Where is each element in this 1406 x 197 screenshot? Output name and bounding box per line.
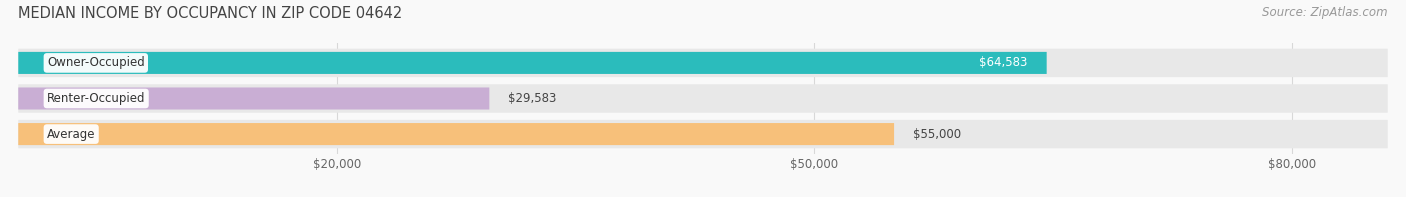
Text: Average: Average (46, 128, 96, 141)
Text: $29,583: $29,583 (509, 92, 557, 105)
Text: Renter-Occupied: Renter-Occupied (46, 92, 145, 105)
Text: $64,583: $64,583 (979, 56, 1028, 69)
Text: $55,000: $55,000 (912, 128, 962, 141)
Text: Owner-Occupied: Owner-Occupied (46, 56, 145, 69)
FancyBboxPatch shape (18, 49, 1388, 77)
Text: MEDIAN INCOME BY OCCUPANCY IN ZIP CODE 04642: MEDIAN INCOME BY OCCUPANCY IN ZIP CODE 0… (18, 6, 402, 21)
Text: Source: ZipAtlas.com: Source: ZipAtlas.com (1263, 6, 1388, 19)
FancyBboxPatch shape (18, 87, 489, 110)
FancyBboxPatch shape (18, 120, 1388, 148)
FancyBboxPatch shape (18, 52, 1046, 74)
FancyBboxPatch shape (18, 84, 1388, 113)
FancyBboxPatch shape (18, 123, 894, 145)
